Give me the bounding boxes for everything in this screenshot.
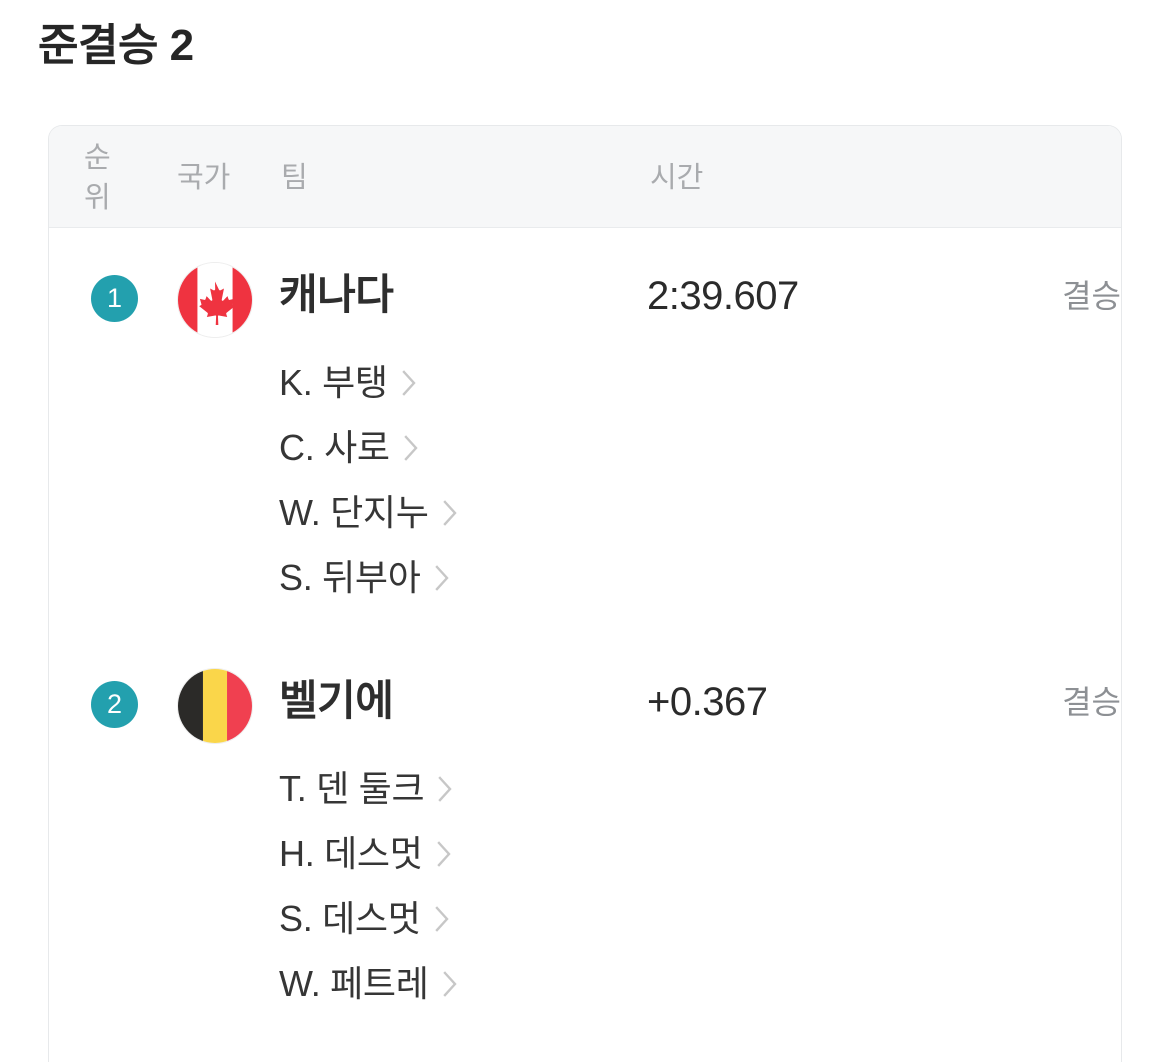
athlete-name: T. 덴 둘크 — [279, 767, 425, 809]
column-header-country: 국가 — [177, 162, 231, 194]
team-summary[interactable]: 1 캐나다 2:39.607 결승 — [49, 262, 1121, 348]
athlete-name: W. 페트레 — [279, 962, 429, 1004]
athlete-name: K. 부탱 — [279, 361, 388, 403]
status-badge: 결승 — [1062, 684, 1121, 720]
results-card: 순 위 국가 팀 시간 1 캐나다 2:39.607 결승 — [48, 125, 1122, 1062]
chevron-right-icon[interactable] — [442, 969, 460, 999]
list-item[interactable]: S. 뒤부아 — [49, 545, 1121, 610]
belgium-flag-icon — [177, 668, 253, 744]
chevron-right-icon[interactable] — [442, 498, 460, 528]
page-title: 준결승 2 — [38, 21, 194, 70]
athlete-name: S. 뒤부아 — [279, 556, 421, 598]
list-item[interactable]: H. 데스멋 — [49, 821, 1121, 886]
team-time: 2:39.607 — [647, 274, 799, 318]
athlete-name: C. 사로 — [279, 426, 390, 468]
athlete-name: W. 단지누 — [279, 491, 429, 533]
athlete-list: T. 덴 둘크 H. 데스멋 S. 데스멋 — [49, 756, 1121, 1016]
chevron-right-icon[interactable] — [436, 839, 454, 869]
chevron-right-icon[interactable] — [437, 774, 455, 804]
column-header-team: 팀 — [281, 162, 308, 194]
list-item[interactable]: C. 사로 — [49, 415, 1121, 480]
team-name: 벨기에 — [279, 677, 394, 724]
list-item[interactable]: W. 단지누 — [49, 480, 1121, 545]
team-summary[interactable]: 2 벨기에 +0.367 결승 — [49, 668, 1121, 754]
canada-flag-icon — [177, 262, 253, 338]
team-time: +0.367 — [647, 680, 768, 724]
table-row[interactable]: 2 벨기에 +0.367 결승 T. 덴 둘크 — [49, 610, 1121, 1016]
table-row[interactable]: 1 캐나다 2:39.607 결승 K. 부탱 — [49, 228, 1121, 610]
column-header-rank: 순 위 — [84, 142, 111, 214]
rank-badge: 2 — [91, 681, 138, 728]
chevron-right-icon[interactable] — [434, 563, 452, 593]
rank-badge: 1 — [91, 275, 138, 322]
chevron-right-icon[interactable] — [434, 904, 452, 934]
status-badge: 결승 — [1062, 278, 1121, 314]
column-header-time: 시간 — [650, 162, 704, 194]
chevron-right-icon[interactable] — [403, 433, 421, 463]
list-item[interactable]: K. 부탱 — [49, 350, 1121, 415]
athlete-name: H. 데스멋 — [279, 832, 423, 874]
athlete-name: S. 데스멋 — [279, 897, 421, 939]
list-item[interactable]: S. 데스멋 — [49, 886, 1121, 951]
list-item[interactable]: T. 덴 둘크 — [49, 756, 1121, 821]
athlete-list: K. 부탱 C. 사로 W. 단지누 — [49, 350, 1121, 610]
team-name: 캐나다 — [279, 271, 394, 318]
table-header-row: 순 위 국가 팀 시간 — [49, 126, 1121, 228]
chevron-right-icon[interactable] — [401, 368, 419, 398]
list-item[interactable]: W. 페트레 — [49, 951, 1121, 1016]
